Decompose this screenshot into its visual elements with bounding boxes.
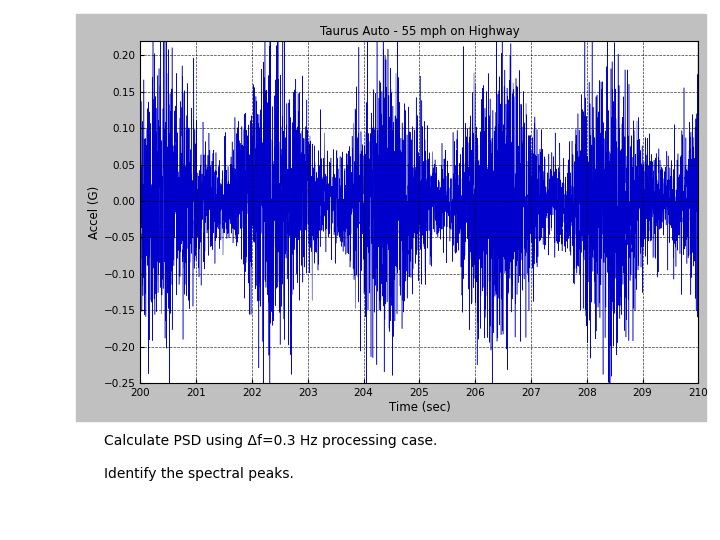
Title: Taurus Auto - 55 mph on Highway: Taurus Auto - 55 mph on Highway xyxy=(320,25,519,38)
Text: Calculate PSD using Δf=0.3 Hz processing case.: Calculate PSD using Δf=0.3 Hz processing… xyxy=(104,435,438,449)
Text: Identify the spectral peaks.: Identify the spectral peaks. xyxy=(104,467,294,481)
Y-axis label: Accel (G): Accel (G) xyxy=(88,185,101,239)
X-axis label: Time (sec): Time (sec) xyxy=(389,401,450,414)
